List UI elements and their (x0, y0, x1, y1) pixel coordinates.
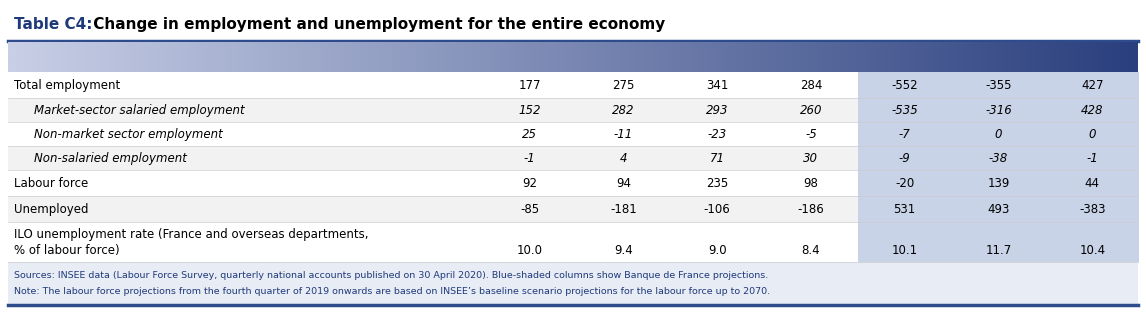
Text: -552: -552 (892, 79, 918, 92)
Text: -9: -9 (898, 152, 911, 165)
Bar (1045, 170, 1139, 196)
Text: 2016: 2016 (512, 51, 547, 64)
Text: 2017: 2017 (606, 51, 641, 64)
Text: Unemployed: Unemployed (14, 203, 88, 216)
Text: 341: 341 (706, 79, 728, 92)
Text: Labour force: Labour force (14, 177, 88, 190)
Bar (951, 170, 1045, 196)
Text: Sources: INSEE data (Labour Force Survey, quarterly national accounts published : Sources: INSEE data (Labour Force Survey… (14, 271, 768, 280)
Bar (1045, 146, 1139, 170)
Bar (857, 196, 951, 222)
Text: 0: 0 (995, 128, 1003, 141)
Text: 2022: 2022 (1075, 51, 1109, 64)
Bar (8, 72, 1138, 98)
Text: -106: -106 (704, 203, 730, 216)
Text: -23: -23 (707, 128, 727, 141)
Text: 10.0: 10.0 (517, 244, 542, 257)
Text: 9.0: 9.0 (708, 244, 727, 257)
Bar (951, 122, 1045, 146)
Bar (8, 222, 1138, 262)
Text: 284: 284 (800, 79, 822, 92)
Text: 0: 0 (1089, 128, 1096, 141)
Text: 282: 282 (612, 104, 635, 117)
Bar (951, 98, 1045, 122)
Text: -316: -316 (986, 104, 1012, 117)
Text: 8.4: 8.4 (801, 244, 821, 257)
Text: 152: 152 (518, 104, 541, 117)
Text: -355: -355 (986, 79, 1012, 92)
Bar (8, 4, 1138, 42)
Text: Market-sector salaried employment: Market-sector salaried employment (34, 104, 244, 117)
Text: Change in employment and unemployment for the entire economy: Change in employment and unemployment fo… (88, 17, 665, 32)
Text: 71: 71 (709, 152, 724, 165)
Bar (8, 122, 1138, 146)
Text: 10.1: 10.1 (892, 244, 918, 257)
Bar (8, 262, 1138, 306)
Bar (1045, 122, 1139, 146)
Bar (1045, 196, 1139, 222)
Bar (951, 72, 1045, 98)
Text: 25: 25 (521, 128, 537, 141)
Bar (1045, 72, 1139, 98)
Text: 30: 30 (803, 152, 818, 165)
Bar (951, 196, 1045, 222)
Text: 293: 293 (706, 104, 729, 117)
Bar (8, 146, 1138, 170)
Bar (951, 222, 1045, 262)
Text: 10.4: 10.4 (1080, 244, 1105, 257)
Text: 427: 427 (1081, 79, 1104, 92)
Bar (857, 222, 951, 262)
Text: -1: -1 (524, 152, 535, 165)
Bar (1045, 98, 1139, 122)
Text: Total employment: Total employment (14, 79, 120, 92)
Text: -383: -383 (1080, 203, 1106, 216)
Bar (1045, 222, 1139, 262)
Text: Non-market sector employment: Non-market sector employment (34, 128, 222, 141)
Bar (857, 122, 951, 146)
Text: 98: 98 (803, 177, 818, 190)
Text: 11.7: 11.7 (986, 244, 1012, 257)
Text: 275: 275 (612, 79, 635, 92)
Text: Note: The labour force projections from the fourth quarter of 2019 onwards are b: Note: The labour force projections from … (14, 288, 770, 296)
Text: -20: -20 (895, 177, 915, 190)
Bar (8, 196, 1138, 222)
Text: % of labour force): % of labour force) (14, 244, 119, 257)
Text: Non-salaried employment: Non-salaried employment (34, 152, 187, 165)
Text: -186: -186 (798, 203, 824, 216)
Text: -535: -535 (892, 104, 918, 117)
Text: 2021: 2021 (981, 51, 1017, 64)
Text: 177: 177 (518, 79, 541, 92)
Text: 235: 235 (706, 177, 728, 190)
Text: 44: 44 (1085, 177, 1100, 190)
Text: 2018: 2018 (700, 51, 735, 64)
Text: 92: 92 (521, 177, 537, 190)
Bar (8, 170, 1138, 196)
Text: -181: -181 (610, 203, 637, 216)
Text: -5: -5 (804, 128, 817, 141)
Text: -38: -38 (989, 152, 1008, 165)
Text: -1: -1 (1086, 152, 1098, 165)
Bar (857, 170, 951, 196)
Text: 94: 94 (615, 177, 630, 190)
Text: 428: 428 (1081, 104, 1104, 117)
Text: 531: 531 (894, 203, 916, 216)
Text: 2019: 2019 (793, 51, 829, 64)
Text: ILO unemployment rate (France and overseas departments,: ILO unemployment rate (France and overse… (14, 228, 369, 241)
Bar (857, 146, 951, 170)
Text: (annual average change, in thousands): (annual average change, in thousands) (14, 52, 233, 63)
Text: Table C4:: Table C4: (14, 17, 93, 32)
Bar (857, 98, 951, 122)
Text: -85: -85 (520, 203, 539, 216)
Text: 493: 493 (987, 203, 1010, 216)
Text: -11: -11 (613, 128, 633, 141)
Bar (857, 72, 951, 98)
Text: 2020: 2020 (887, 51, 923, 64)
Text: 260: 260 (800, 104, 822, 117)
Bar (8, 98, 1138, 122)
Text: 139: 139 (987, 177, 1010, 190)
Bar (951, 146, 1045, 170)
Text: 9.4: 9.4 (614, 244, 633, 257)
Text: -7: -7 (898, 128, 911, 141)
Text: 4: 4 (620, 152, 627, 165)
